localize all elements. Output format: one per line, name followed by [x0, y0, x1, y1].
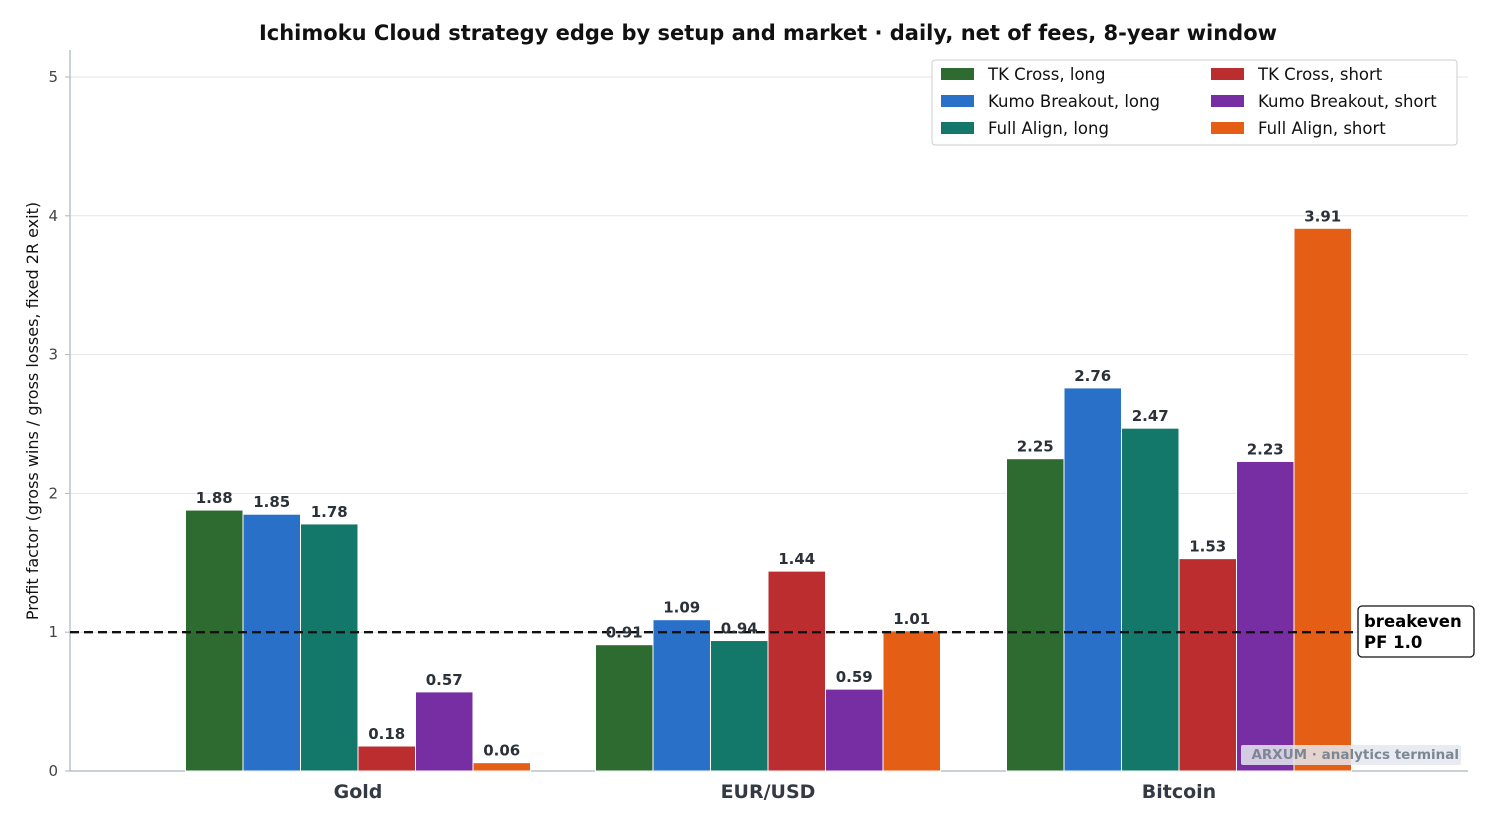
y-tick-label-4: 4 — [48, 207, 58, 225]
data-label-bitcoin-full-align-short: 3.91 — [1304, 207, 1341, 225]
bar-bitcoin-kumo-breakout-short — [1236, 460, 1295, 772]
bar-gold-full-align-long — [300, 523, 359, 772]
watermark-text: ARXUM · analytics terminal — [1251, 747, 1459, 763]
breakeven-annotation-line1: breakeven — [1364, 612, 1462, 631]
legend-label-full-align-short: Full Align, short — [1258, 119, 1386, 138]
data-labels: 1.88 1.85 1.78 0.18 0.57 0.06 0.91 1.09 0.94 1.44… — [196, 207, 1342, 759]
data-label-bitcoin-kumo-breakout-short: 2.23 — [1247, 440, 1284, 458]
bar-bitcoin-tk-cross-long — [1006, 458, 1065, 772]
bar-bitcoin-full-align-short — [1293, 227, 1352, 772]
data-label-bitcoin-full-align-long: 2.47 — [1132, 407, 1169, 425]
legend-swatch-tk-cross-long — [941, 68, 974, 80]
bar-eur-usd-full-align-short — [882, 630, 941, 772]
data-label-gold-tk-cross-short: 0.18 — [368, 725, 405, 743]
chart-title: Ichimoku Cloud strategy edge by setup an… — [259, 21, 1277, 45]
watermark: ARXUM · analytics terminal — [1241, 745, 1461, 765]
bar-gold-kumo-breakout-short — [415, 691, 474, 772]
data-label-eur-usd-kumo-breakout-long: 1.09 — [663, 599, 700, 617]
breakeven-annotation-line2: PF 1.0 — [1364, 633, 1422, 652]
bars — [185, 227, 1352, 772]
legend-label-tk-cross-short: TK Cross, short — [1257, 65, 1383, 84]
bar-bitcoin-full-align-long — [1121, 427, 1180, 772]
data-label-bitcoin-kumo-breakout-long: 2.76 — [1074, 367, 1111, 385]
bar-eur-usd-tk-cross-short — [767, 570, 826, 772]
x-tick-label-eur-usd: EUR/USD — [721, 781, 816, 803]
y-tick-label-2: 2 — [48, 484, 58, 502]
data-label-eur-usd-kumo-breakout-short: 0.59 — [836, 668, 873, 686]
legend: TK Cross, long Kumo Breakout, long Full Al… — [931, 59, 1458, 146]
legend-swatch-kumo-breakout-short — [1211, 95, 1244, 107]
x-tick-labels: Gold EUR/USD Bitcoin — [334, 781, 1217, 803]
legend-swatch-tk-cross-short — [1211, 68, 1244, 80]
bar-gold-full-align-short — [472, 762, 531, 772]
data-label-gold-kumo-breakout-short: 0.57 — [426, 671, 463, 689]
breakeven-annotation: breakeven PF 1.0 — [1357, 605, 1475, 658]
breakeven-annotation-box — [1357, 605, 1475, 658]
data-label-eur-usd-full-align-short: 1.01 — [893, 610, 930, 628]
legend-label-kumo-breakout-long: Kumo Breakout, long — [988, 92, 1160, 111]
bar-eur-usd-kumo-breakout-long — [652, 619, 711, 772]
bar-eur-usd-tk-cross-long — [595, 644, 654, 772]
data-label-gold-full-align-short: 0.06 — [483, 742, 520, 760]
y-tick-labels: 0 1 2 3 4 5 — [48, 68, 70, 780]
legend-label-kumo-breakout-short: Kumo Breakout, short — [1258, 92, 1437, 111]
bar-gold-tk-cross-short — [357, 745, 416, 772]
legend-frame — [931, 59, 1458, 146]
data-label-bitcoin-tk-cross-short: 1.53 — [1189, 538, 1226, 556]
data-label-bitcoin-tk-cross-long: 2.25 — [1017, 438, 1054, 456]
data-label-eur-usd-tk-cross-long: 0.91 — [606, 624, 643, 642]
data-label-eur-usd-full-align-long: 0.94 — [721, 620, 758, 638]
legend-label-full-align-long: Full Align, long — [988, 119, 1109, 138]
bar-eur-usd-kumo-breakout-short — [825, 688, 884, 772]
x-tick-label-bitcoin: Bitcoin — [1142, 781, 1216, 803]
data-label-gold-tk-cross-long: 1.88 — [196, 489, 233, 507]
legend-swatch-full-align-short — [1211, 122, 1244, 134]
y-tick-label-3: 3 — [48, 346, 58, 364]
y-axis-label: Profit factor (gross wins / gross losses… — [23, 202, 42, 620]
legend-label-tk-cross-long: TK Cross, long — [987, 65, 1105, 84]
x-tick-label-gold: Gold — [334, 781, 383, 803]
data-label-eur-usd-tk-cross-short: 1.44 — [778, 550, 815, 568]
legend-swatch-kumo-breakout-long — [941, 95, 974, 107]
bar-gold-kumo-breakout-long — [242, 513, 301, 772]
bar-bitcoin-kumo-breakout-long — [1063, 387, 1122, 772]
data-label-gold-full-align-long: 1.78 — [311, 503, 348, 521]
bar-bitcoin-tk-cross-short — [1178, 558, 1237, 772]
y-tick-label-5: 5 — [48, 68, 58, 86]
bar-eur-usd-full-align-long — [710, 640, 769, 772]
y-tick-label-1: 1 — [48, 623, 58, 641]
bar-gold-tk-cross-long — [185, 509, 244, 772]
legend-swatch-full-align-long — [941, 122, 974, 134]
y-tick-label-0: 0 — [48, 762, 58, 780]
data-label-gold-kumo-breakout-long: 1.85 — [253, 493, 290, 511]
watermark-background — [1241, 745, 1461, 765]
